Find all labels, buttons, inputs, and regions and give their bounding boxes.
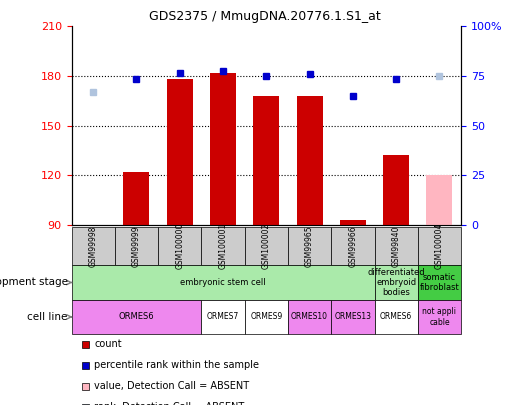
- Text: GSM100001: GSM100001: [218, 223, 227, 269]
- Bar: [167, 79, 193, 225]
- Text: ORMES9: ORMES9: [250, 312, 282, 322]
- Bar: [427, 175, 453, 225]
- Text: not appli
cable: not appli cable: [422, 307, 456, 326]
- Text: differentiated
embryoid
bodies: differentiated embryoid bodies: [367, 268, 425, 297]
- Text: GSM100000: GSM100000: [175, 223, 184, 269]
- Text: GSM99840: GSM99840: [392, 225, 401, 267]
- Text: GDS2375 / MmugDNA.20776.1.S1_at: GDS2375 / MmugDNA.20776.1.S1_at: [149, 10, 381, 23]
- Text: GSM99965: GSM99965: [305, 225, 314, 267]
- Text: somatic
fibroblast: somatic fibroblast: [420, 273, 460, 292]
- Bar: [253, 96, 279, 225]
- Text: embryonic stem cell: embryonic stem cell: [180, 278, 266, 287]
- Text: ORMES10: ORMES10: [291, 312, 328, 322]
- Text: development stage: development stage: [0, 277, 68, 288]
- Bar: [340, 220, 366, 225]
- Text: cell line: cell line: [28, 312, 68, 322]
- Text: GSM99999: GSM99999: [132, 225, 141, 267]
- Text: ORMES6: ORMES6: [119, 312, 154, 322]
- Text: GSM99966: GSM99966: [348, 225, 357, 267]
- Text: ORMES6: ORMES6: [380, 312, 412, 322]
- Bar: [123, 172, 149, 225]
- Text: GSM100004: GSM100004: [435, 223, 444, 269]
- Bar: [210, 72, 236, 225]
- Text: GSM99998: GSM99998: [89, 225, 98, 267]
- Text: GSM100002: GSM100002: [262, 223, 271, 269]
- Text: percentile rank within the sample: percentile rank within the sample: [94, 360, 259, 370]
- Text: rank, Detection Call = ABSENT: rank, Detection Call = ABSENT: [94, 403, 244, 405]
- Bar: [383, 155, 409, 225]
- Bar: [297, 96, 323, 225]
- Text: count: count: [94, 339, 122, 349]
- Text: value, Detection Call = ABSENT: value, Detection Call = ABSENT: [94, 382, 249, 391]
- Text: ORMES13: ORMES13: [334, 312, 372, 322]
- Text: ORMES7: ORMES7: [207, 312, 239, 322]
